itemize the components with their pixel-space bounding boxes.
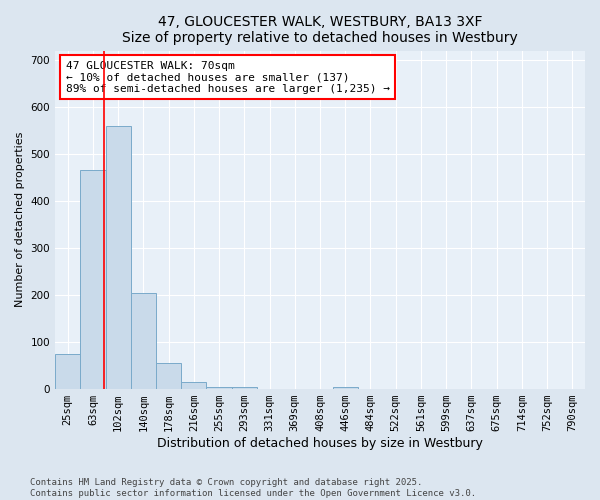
Bar xyxy=(206,386,232,389)
Bar xyxy=(156,363,181,389)
Text: 47 GLOUCESTER WALK: 70sqm
← 10% of detached houses are smaller (137)
89% of semi: 47 GLOUCESTER WALK: 70sqm ← 10% of detac… xyxy=(65,60,389,94)
Y-axis label: Number of detached properties: Number of detached properties xyxy=(15,132,25,308)
Bar xyxy=(332,386,358,389)
Bar xyxy=(55,354,80,389)
Bar xyxy=(181,382,206,389)
Bar xyxy=(131,292,156,389)
Bar xyxy=(232,386,257,389)
Bar xyxy=(80,170,106,389)
Text: Contains HM Land Registry data © Crown copyright and database right 2025.
Contai: Contains HM Land Registry data © Crown c… xyxy=(30,478,476,498)
X-axis label: Distribution of detached houses by size in Westbury: Distribution of detached houses by size … xyxy=(157,437,483,450)
Bar xyxy=(106,126,131,389)
Title: 47, GLOUCESTER WALK, WESTBURY, BA13 3XF
Size of property relative to detached ho: 47, GLOUCESTER WALK, WESTBURY, BA13 3XF … xyxy=(122,15,518,45)
